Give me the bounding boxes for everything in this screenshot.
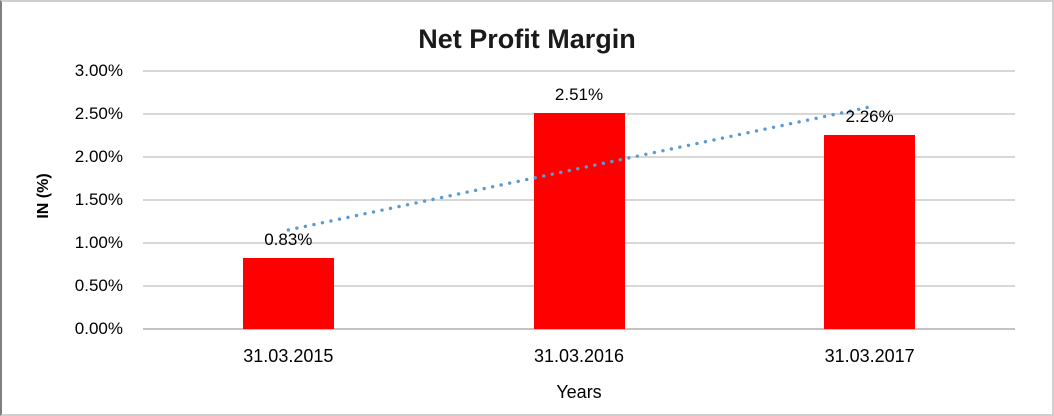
- y-tick-label: 1.50%: [74, 190, 123, 209]
- data-label: 2.51%: [554, 85, 604, 105]
- y-tick-label: 0.50%: [74, 276, 123, 295]
- gridline: [143, 70, 1015, 72]
- y-tick-label: 2.00%: [74, 147, 123, 166]
- bar-31.03.2016: [533, 113, 625, 329]
- y-tick-label: 3.00%: [74, 61, 123, 80]
- bar-31.03.2017: [824, 134, 916, 329]
- x-category-label: 31.03.2016: [533, 346, 625, 366]
- x-axis-line: [143, 328, 1015, 330]
- data-label: 0.83%: [264, 229, 313, 249]
- data-label: 2.26%: [845, 106, 894, 126]
- y-axis-title-text: IN (%): [35, 173, 52, 219]
- y-tick-label: 2.50%: [74, 104, 123, 123]
- x-category-label: 31.03.2017: [824, 346, 915, 366]
- y-tick-label: 1.00%: [74, 233, 123, 252]
- y-tick-label: 0.00%: [74, 319, 123, 338]
- chart-title: Net Profit Margin: [418, 24, 636, 54]
- x-category-label: 31.03.2015: [243, 346, 334, 366]
- bar-31.03.2015: [242, 257, 334, 329]
- x-axis-title: Years: [556, 382, 602, 402]
